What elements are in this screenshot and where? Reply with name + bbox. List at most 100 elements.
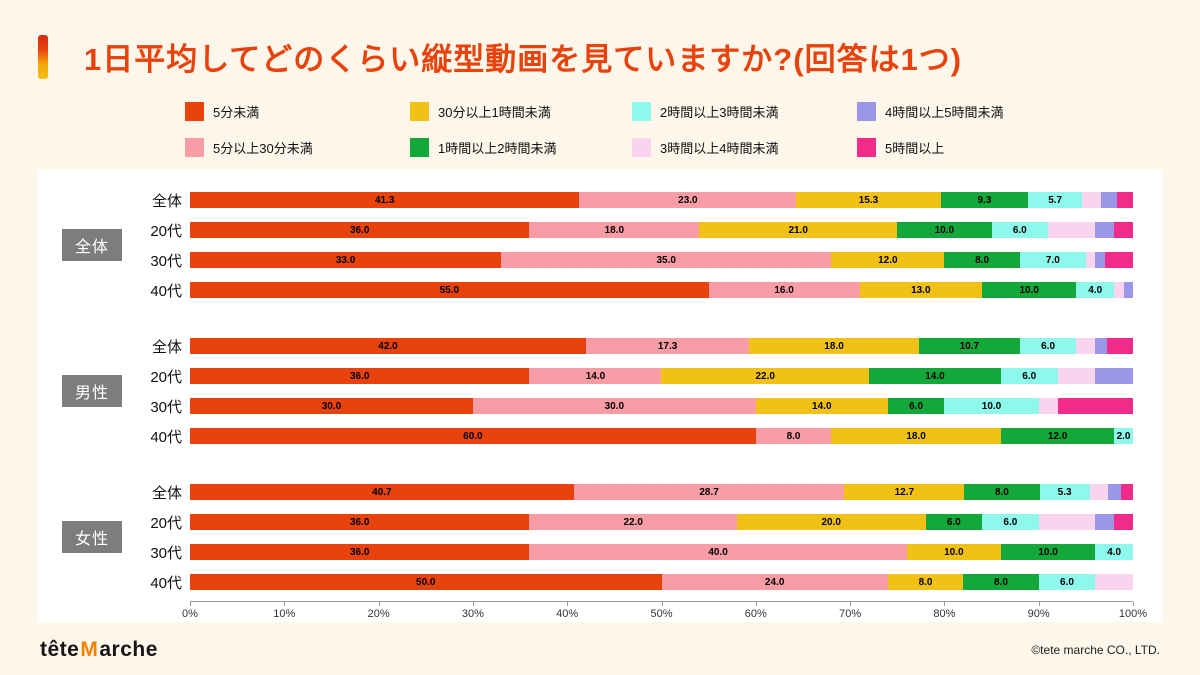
bar-row: 30代 33.0 35.0 12.0 8.0 7.0 (38, 245, 1162, 275)
axis-tick (472, 602, 474, 606)
copyright: ©tete marche CO., LTD. (1031, 643, 1160, 657)
bar-segment: 5.3 (1039, 484, 1090, 500)
chart-group: 全体 全体 41.3 23.0 15.3 9.3 5.7 20代 36.0 18.0 21.0 10.… (38, 185, 1162, 305)
bar-segment: 4.0 (1076, 282, 1115, 298)
bar-row: 40代 55.0 16.0 13.0 10.0 4.0 (38, 275, 1162, 305)
x-axis-track: 0% 10% 20% 30% 40% 50% 60% 70% 80% 90% 100% (182, 601, 1147, 625)
bar-segment: 6.0 (1019, 338, 1077, 354)
bar-segment: 36.0 (190, 514, 530, 530)
bar-row: 20代 36.0 22.0 20.0 6.0 6.0 (38, 507, 1162, 537)
row-label: 40代 (150, 282, 182, 300)
axis-tick (378, 602, 380, 606)
row-label: 全体 (151, 192, 182, 210)
bar-row: 40代 50.0 24.0 8.0 8.0 6.0 (38, 567, 1162, 597)
bar-segment (1095, 252, 1105, 268)
legend-swatch (410, 102, 429, 121)
group-label: 女性 (62, 521, 123, 553)
bar-track: 50.0 24.0 8.0 8.0 6.0 (190, 574, 1133, 590)
bar-segment: 23.0 (579, 192, 797, 208)
axis-tick-label: 30% (461, 608, 484, 620)
legend-swatch (632, 102, 651, 121)
bar-segment: 16.0 (708, 282, 860, 298)
legend-label: 3時間以上4時間未満 (660, 141, 779, 156)
bar-segment (1100, 192, 1117, 208)
title-accent-bar (38, 34, 48, 79)
axis-tick-label: 70% (839, 608, 862, 620)
bar-row: 30代 36.0 40.0 10.0 10.0 4.0 (38, 537, 1162, 567)
bar-track: 36.0 40.0 10.0 10.0 4.0 (190, 544, 1133, 560)
bar-segment (1116, 192, 1133, 208)
axis-tick-label: 20% (367, 608, 390, 620)
legend-item: 4時間以上5時間未満 (857, 102, 1003, 121)
bar-segment: 14.0 (755, 398, 888, 414)
x-axis: 0% 10% 20% 30% 40% 50% 60% 70% 80% 90% 100% (38, 601, 1162, 625)
row-label: 40代 (150, 574, 182, 592)
bar-segment: 42.0 (190, 338, 587, 354)
row-label: 40代 (150, 428, 182, 446)
axis-tick (284, 602, 286, 606)
axis-tick-label: 100% (1118, 608, 1148, 620)
bar-segment: 10.7 (918, 338, 1020, 354)
bar-segment: 6.0 (887, 398, 945, 414)
bar-segment: 20.0 (736, 514, 926, 530)
legend-label: 2時間以上3時間未満 (660, 105, 779, 120)
bar-segment: 22.0 (661, 368, 869, 384)
bar-segment: 15.3 (796, 192, 941, 208)
bar-segment: 18.0 (529, 222, 700, 238)
bar-segment: 28.7 (573, 484, 845, 500)
bar-segment: 4.0 (1095, 544, 1133, 560)
bar-segment: 8.0 (944, 252, 1020, 268)
bar-segment: 12.7 (844, 484, 965, 500)
bar-segment: 5.7 (1028, 192, 1083, 208)
bar-segment: 50.0 (190, 574, 662, 590)
bar-segment: 22.0 (529, 514, 737, 530)
bar-segment: 8.0 (887, 574, 964, 590)
bar-track: 36.0 18.0 21.0 10.0 6.0 (190, 222, 1133, 238)
legend-label: 5分未満 (213, 105, 260, 120)
axis-tick (567, 602, 569, 606)
row-label: 30代 (150, 398, 182, 416)
bar-segment: 9.3 (940, 192, 1029, 208)
bar-segment: 6.0 (1038, 574, 1096, 590)
bar-segment (1095, 338, 1108, 354)
bar-segment: 40.0 (529, 544, 907, 560)
bar-segment: 36.0 (190, 222, 530, 238)
legend-label: 5時間以上 (885, 141, 945, 156)
bar-segment: 17.3 (586, 338, 750, 354)
legend-label: 4時間以上5時間未満 (885, 105, 1004, 120)
legend-swatch (410, 138, 429, 157)
bar-segment: 14.0 (529, 368, 662, 384)
bar-track: 40.7 28.7 12.7 8.0 5.3 (190, 484, 1133, 500)
bar-segment (1095, 222, 1115, 238)
bar-segment (1114, 514, 1133, 530)
axis-tick (755, 602, 757, 606)
bar-segment: 6.0 (991, 222, 1049, 238)
bar-segment (1048, 222, 1096, 238)
bar-segment (1095, 368, 1133, 384)
chart-group: 男性 全体 42.0 17.3 18.0 10.7 6.0 20代 36.0 14.0 22.0 14… (38, 331, 1162, 451)
bar-row: 40代 60.0 8.0 18.0 12.0 2.0 (38, 421, 1162, 451)
legend-item: 5分未満 (185, 102, 410, 121)
bar-segment (1089, 484, 1109, 500)
group-label: 男性 (62, 375, 123, 407)
legend-item: 2時間以上3時間未満 (632, 102, 857, 121)
bar-segment (1076, 338, 1096, 354)
axis-tick-label: 10% (273, 608, 296, 620)
bar-segment: 41.3 (190, 192, 580, 208)
logo-m-icon: M (80, 638, 99, 661)
bar-segment: 30.0 (190, 398, 473, 414)
axis-tick (944, 602, 946, 606)
bar-segment: 7.0 (1019, 252, 1086, 268)
bar-track: 42.0 17.3 18.0 10.7 6.0 (190, 338, 1133, 354)
bar-segment: 14.0 (868, 368, 1001, 384)
bar-segment (1120, 484, 1133, 500)
bar-segment (1057, 398, 1133, 414)
legend-swatch (185, 138, 204, 157)
axis-tick (1133, 602, 1134, 606)
bar-segment: 55.0 (190, 282, 709, 298)
bar-row: 全体 40.7 28.7 12.7 8.0 5.3 (38, 477, 1162, 507)
bar-segment (1082, 192, 1101, 208)
bar-segment: 10.0 (944, 398, 1039, 414)
axis-tick-label: 50% (650, 608, 673, 620)
axis-tick-label: 80% (933, 608, 956, 620)
